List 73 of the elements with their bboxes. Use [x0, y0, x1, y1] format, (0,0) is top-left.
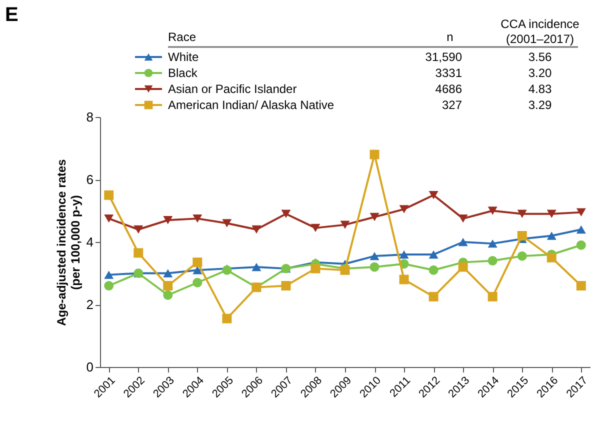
text: E	[5, 4, 18, 26]
text: 327	[442, 98, 462, 112]
point	[104, 190, 114, 200]
point	[517, 251, 527, 261]
point	[310, 264, 320, 274]
y-tick-label: 2	[86, 297, 94, 312]
text: 3.20	[528, 66, 552, 80]
point	[222, 314, 232, 324]
point	[576, 208, 586, 216]
point	[546, 232, 556, 240]
point	[163, 281, 173, 290]
point	[104, 281, 114, 290]
point	[192, 214, 202, 223]
y-axis-title: Age-adjusted incidence rates (per 100,000 p-y)	[54, 158, 82, 326]
point	[163, 216, 173, 224]
point	[428, 292, 438, 302]
point	[428, 250, 438, 259]
point	[192, 258, 202, 268]
point	[370, 262, 380, 272]
point	[458, 262, 468, 272]
legend-label: American Indian/ Alaska Native	[168, 98, 334, 112]
legend-label: Asian or Pacific Islander	[168, 82, 297, 96]
point	[458, 214, 468, 223]
point	[517, 231, 527, 240]
text: CCA incidence (2001–2017)	[500, 17, 580, 46]
text: 3331	[435, 66, 462, 80]
legend-label: Black	[168, 66, 198, 80]
point	[399, 250, 409, 259]
point	[546, 210, 556, 218]
text: 3.29	[528, 98, 552, 112]
point	[399, 205, 409, 214]
point	[134, 248, 144, 258]
point	[546, 252, 556, 262]
point	[458, 238, 468, 246]
text: n	[446, 30, 454, 44]
point	[163, 269, 173, 278]
point	[488, 256, 498, 266]
point	[488, 292, 498, 302]
point	[134, 225, 144, 234]
point	[428, 265, 438, 275]
text: Race	[168, 30, 196, 44]
point	[340, 220, 350, 229]
point	[488, 206, 498, 215]
point	[281, 210, 291, 218]
y-tick-label: 8	[86, 110, 94, 124]
point	[399, 274, 409, 284]
text: 4.83	[528, 82, 552, 96]
point	[310, 224, 320, 232]
point	[192, 278, 202, 288]
point	[576, 240, 586, 250]
point	[488, 239, 498, 248]
point	[576, 225, 586, 234]
legend-label: White	[168, 50, 199, 64]
point	[252, 225, 262, 234]
y-tick-label: 6	[86, 172, 94, 187]
text: 31,590	[425, 50, 462, 64]
point	[104, 270, 114, 279]
text: 3.56	[528, 50, 552, 64]
point	[104, 214, 114, 223]
point	[576, 281, 586, 290]
point	[222, 219, 232, 228]
point	[428, 191, 438, 200]
point	[370, 150, 380, 160]
point	[192, 266, 202, 274]
point	[163, 290, 173, 300]
point	[517, 210, 527, 218]
point	[370, 212, 380, 222]
point	[252, 262, 262, 272]
text: 4686	[435, 82, 462, 96]
point	[370, 252, 380, 260]
y-tick-label: 4	[86, 234, 94, 250]
y-tick-label: 0	[86, 360, 94, 374]
point	[281, 281, 291, 290]
